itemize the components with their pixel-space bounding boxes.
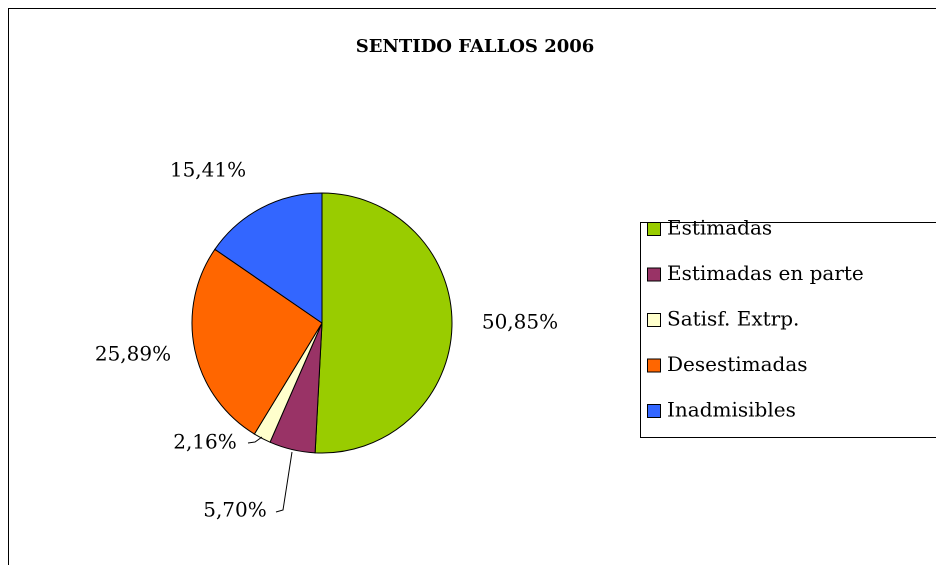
legend-swatch: [647, 358, 661, 373]
legend-label: Estimadas en parte: [667, 261, 864, 285]
legend-swatch: [647, 267, 661, 282]
data-label: 25,89%: [95, 342, 171, 366]
leader-line: [247, 436, 263, 444]
legend-swatch: [647, 404, 661, 418]
pie-slice: [314, 192, 453, 454]
legend-label: Satisf. Extrp.: [667, 307, 799, 331]
legend-swatch: [647, 313, 661, 327]
legend-label: Inadmisibles: [667, 398, 796, 422]
data-label: 2,16%: [173, 430, 237, 454]
pie-slice: [191, 248, 323, 435]
legend-label: Estimadas: [667, 216, 772, 240]
legend-box: [640, 222, 936, 438]
legend-swatch: [647, 222, 661, 236]
pie-slice: [214, 192, 323, 324]
data-label: 5,70%: [203, 498, 267, 522]
legend-label: Desestimadas: [667, 352, 808, 376]
leader-line: [275, 451, 293, 513]
data-label: 50,85%: [482, 310, 558, 334]
data-label: 15,41%: [170, 158, 246, 182]
chart-title: SENTIDO FALLOS 2006: [356, 36, 595, 57]
